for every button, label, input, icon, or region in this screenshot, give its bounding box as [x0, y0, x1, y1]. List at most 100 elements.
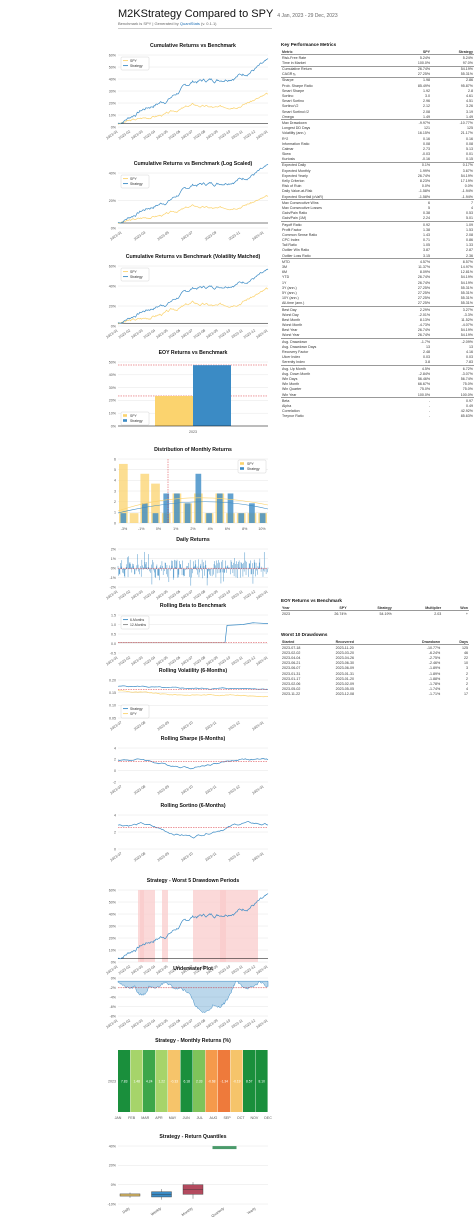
dd-header-cell: Drawdown: [388, 639, 442, 646]
kpi-cell: 26.74%: [417, 173, 431, 178]
kpi-cell: 1.49: [423, 114, 431, 119]
kpi-cell: -3.07%: [461, 371, 473, 376]
kpi-cell: -: [393, 397, 432, 404]
x-tick-label: 2023-07: [109, 852, 122, 863]
kpi-cell: 2.96: [423, 99, 431, 104]
kpi-cell: 0.86: [466, 238, 473, 243]
kpi-cell: 100.0%: [417, 392, 431, 397]
kpi-cell: -: [428, 414, 431, 419]
heatmap-cell: [155, 1050, 168, 1112]
kpi-cell: Best Month: [282, 317, 301, 322]
kpi-cell: 42.92%: [460, 409, 473, 414]
heatmap-cell: [243, 1050, 256, 1112]
kpi-cell: Outlier Loss Ratio: [282, 253, 311, 258]
kpi-cell: Worst Month: [282, 323, 303, 328]
kpi-cell: 0.38: [423, 211, 431, 216]
y-tick-label: 40%: [109, 912, 117, 916]
dd-cell: 46: [464, 650, 468, 655]
kpi-cell: -4.07%: [461, 323, 473, 328]
x-tick-label: 2023-08: [133, 721, 146, 732]
dd-cell: 22: [464, 656, 468, 661]
hist-bar-spy: [140, 473, 150, 523]
kpi-row: Sortino/√2 2.12 3.26: [281, 104, 474, 109]
kpi-row: Outlier Loss Ratio 3.15 2.36: [281, 253, 474, 259]
legend-label: 6-Months: [130, 618, 144, 622]
legend-label: Strategy: [130, 275, 143, 279]
kpi-cell: Worst Year: [282, 333, 300, 338]
kpi-cell: Sharpe: [281, 76, 394, 84]
y-tick-label: 50%: [109, 900, 117, 904]
y-tick-label: 50%: [109, 360, 117, 364]
kpi-cell: -2.01%: [418, 312, 431, 317]
dd-cell: 2023-02-06: [282, 682, 301, 687]
x-tick-label: 2024-01: [255, 1019, 268, 1030]
kpi-cell: -0.16: [421, 157, 431, 162]
kpi-cell: Outlier Win Ratio: [282, 248, 310, 253]
kpi-cell: 1.99%: [419, 168, 431, 173]
x-tick-label: 2023-11: [231, 656, 244, 667]
kpi-row: Best Day 2.29% 3.27%: [281, 306, 474, 313]
dd-cell: -2.75%: [428, 656, 441, 661]
x-tick-label: 2023-09: [157, 852, 170, 863]
dd-cell: 3: [466, 666, 468, 671]
y-tick-label: 20%: [109, 936, 117, 940]
kpi-cell: 4.51: [466, 99, 473, 104]
kpi-cell: Kurtosis: [282, 157, 295, 162]
x-tick-label: 2023-03: [130, 656, 143, 667]
kpi-cell: Cumulative Return: [281, 65, 394, 72]
kpi-row: Correlation - 42.92%: [281, 409, 474, 414]
x-tick-label: 2023-08: [193, 590, 206, 601]
y-tick-label: 30%: [109, 386, 117, 390]
kpi-row: Recovery Factor 2.48 4.16: [281, 350, 474, 355]
kpi-cell: 0.01: [466, 152, 473, 157]
quantstats-link[interactable]: QuantStats: [179, 21, 200, 26]
x-tick-label: 2023-03: [133, 231, 146, 242]
dd-cell: 2023-12-08: [335, 692, 354, 697]
heatmap-cell: [205, 1050, 218, 1112]
eoy-cell: 2.03: [434, 611, 442, 616]
dd-cell: 2023-11-22: [282, 692, 301, 697]
y-tick-label: 40%: [109, 373, 117, 377]
kpi-cell: 26.74%: [417, 328, 431, 333]
x-tick-label: OCT: [237, 1116, 245, 1120]
kpi-cell: Avg. Drawdown: [281, 338, 394, 345]
x-tick-label: 2023-10: [180, 721, 193, 732]
chart-title: Rolling Beta to Benchmark: [160, 603, 226, 609]
kpi-cell: 2.12: [423, 104, 431, 109]
kpi-row: CPC Index 0.71 0.86: [281, 238, 474, 243]
kpi-cell: 54.19%: [460, 328, 473, 333]
kpi-cell: 75.0%: [462, 387, 473, 392]
kpi-cell: 17.19%: [460, 179, 473, 184]
x-tick-label: 2024-01: [255, 656, 268, 667]
dd-cell: 2023-06-21: [282, 661, 301, 666]
kpi-cell: 0.16: [466, 136, 473, 141]
x-tick-label: MAY: [169, 1116, 177, 1120]
eoy-table: Year SPY Strategy Multiplier Won 2023 26.74% 54…: [281, 605, 469, 616]
y-tick-label: 10%: [109, 113, 117, 117]
kpi-cell: 1.53: [466, 227, 473, 232]
kpi-cell: Win Month: [282, 382, 300, 387]
kpi-cell: 55.31%: [460, 290, 473, 295]
kpi-cell: 0.49: [466, 403, 473, 408]
legend-label: SPY: [130, 177, 138, 181]
heatmap-value: 7.83: [121, 1079, 128, 1083]
kpi-cell: 55.31%: [460, 296, 473, 301]
x-tick-label: 2023-08: [133, 785, 146, 796]
legend-label: SPY: [247, 462, 255, 466]
x-tick-label: JUN: [183, 1116, 190, 1120]
kpi-cell: 0.08: [423, 141, 431, 146]
x-tick-label: 2023-11: [231, 130, 244, 141]
kpi-cell: 8.13%: [419, 317, 431, 322]
kpi-cell: -1.58%: [418, 194, 431, 199]
y-tick-label: -0.5: [110, 651, 116, 655]
kde-strategy: [117, 501, 269, 514]
dd-cell: -1.78%: [428, 682, 441, 687]
kpi-row: Daily Value-at-Risk -1.58% -1.94%: [281, 189, 474, 194]
x-tick-label: 2024-01: [255, 130, 268, 141]
kpi-cell: 100.0%: [460, 392, 473, 397]
kpi-row: Outlier Win Ratio 3.87 2.87: [281, 248, 474, 253]
sortino-line: [117, 820, 269, 839]
kpi-row: R^2 0.16 0.16: [281, 136, 474, 141]
heatmap-cell: [193, 1050, 206, 1112]
